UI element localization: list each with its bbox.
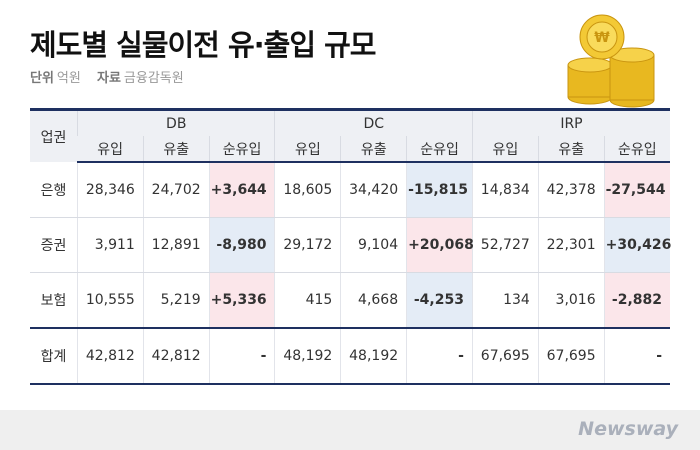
cell: 3,911 — [77, 217, 144, 273]
cell: 48,192 — [274, 327, 341, 385]
cell: 14,834 — [471, 162, 539, 218]
cell: 67,695 — [537, 327, 605, 385]
cell: 42,812 — [142, 327, 210, 385]
cell: 22,301 — [537, 217, 605, 273]
cell: 9,104 — [340, 217, 407, 273]
corner-cell: 업권 — [30, 108, 78, 162]
cell: +5,336 — [208, 272, 275, 329]
unit: 억원 — [56, 71, 81, 86]
cell: - — [603, 327, 670, 385]
table-row: 은행 28,346 24,702 +3,644 18,605 34,420 -15,815 1… — [30, 162, 670, 218]
header-row: 유입 유출 순유입 유입 유출 순유입 유입 유출 순유입 — [30, 136, 670, 163]
flow-table: 업권 DB DC IRP 유입 유출 순유입 유입 유출 순유입 유입 유출 순유입 은행 28,346 24… — [30, 108, 671, 385]
source-label: 자료 — [96, 71, 121, 86]
cell: 4,668 — [340, 272, 407, 329]
cell: -27,544 — [603, 162, 670, 218]
cell: 42,812 — [77, 327, 144, 385]
table-row: 합계 42,812 42,812-48,192 48,192-67,695 67,695… — [30, 327, 670, 385]
cell: -8,980 — [208, 217, 275, 273]
svg-text:₩: ₩ — [594, 30, 610, 46]
source: 금융감독원 — [123, 71, 184, 86]
cell: +30,426 — [603, 217, 671, 273]
cell: +20,068 — [406, 217, 474, 273]
table-row: 보험 10,555 5,219 +5,336 415 4,668 -4,253 134 3,01… — [30, 272, 670, 329]
cell: +3,644 — [208, 162, 275, 218]
group-header: DC — [274, 108, 473, 136]
coins-illustration: ₩ — [567, 14, 655, 108]
column-header: 유입 — [77, 136, 144, 163]
row-label: 은행 — [30, 162, 78, 218]
cell: 12,891 — [142, 217, 210, 273]
cell: 28,346 — [77, 162, 144, 218]
column-header: 유출 — [537, 136, 605, 163]
column-header: 유출 — [340, 136, 407, 163]
cell: 134 — [471, 272, 539, 329]
cell: 24,702 — [142, 162, 210, 218]
cell: 10,555 — [77, 272, 144, 329]
subtitle: 단위 억원 자료 금융감독원 — [30, 67, 184, 86]
column-header: 순유입 — [406, 136, 473, 163]
cell: 67,695 — [471, 327, 539, 385]
cell: -4,253 — [406, 272, 473, 329]
column-header: 유입 — [274, 136, 341, 163]
row-label: 합계 — [30, 327, 78, 385]
title: 제도별 실물이전 유·출입 규모 — [30, 28, 376, 62]
header-row: 업권 DB DC IRP — [30, 108, 670, 162]
cell: -15,815 — [406, 162, 473, 218]
cell: 52,727 — [471, 217, 539, 273]
cell: 42,378 — [537, 162, 605, 218]
unit-label: 단위 — [30, 71, 54, 86]
row-label: 증권 — [30, 217, 78, 273]
cell: - — [208, 327, 275, 385]
column-header: 순유입 — [603, 136, 670, 163]
cell: 3,016 — [537, 272, 605, 329]
cell: -2,882 — [603, 272, 670, 329]
cell: 34,420 — [340, 162, 407, 218]
table-row: 증권 3,911 12,891 -8,980 29,172 9,104 +20,068 52,… — [30, 217, 671, 273]
logo: Newsway — [578, 418, 678, 440]
cell: 48,192 — [340, 327, 407, 385]
row-label: 보험 — [30, 272, 78, 329]
group-header: IRP — [471, 108, 670, 136]
column-header: 순유입 — [208, 136, 275, 163]
group-header: DB — [76, 108, 275, 136]
cell: 5,219 — [142, 272, 210, 329]
footer: Newsway — [0, 410, 700, 450]
column-header: 유입 — [471, 136, 539, 163]
cell: 29,172 — [274, 217, 341, 273]
cell: 18,605 — [274, 162, 341, 218]
column-header: 유출 — [142, 136, 210, 163]
cell: 415 — [274, 272, 341, 329]
cell: - — [406, 327, 473, 385]
